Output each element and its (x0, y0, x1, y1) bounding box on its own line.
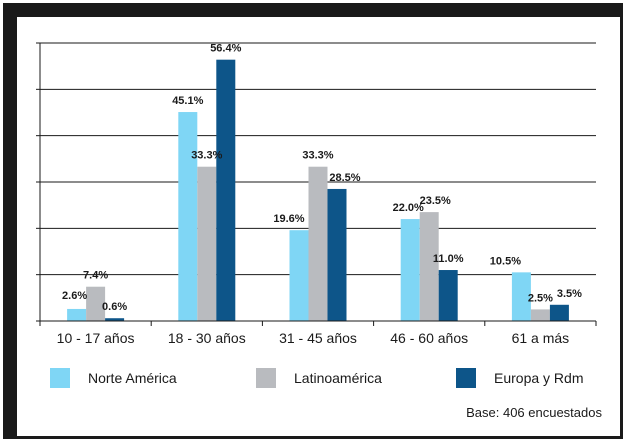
data-label: 22.0% (393, 202, 424, 214)
data-label: 23.5% (420, 195, 451, 207)
bar (178, 112, 198, 321)
x-tick-label: 10 - 17 años (57, 330, 135, 346)
data-label: 3.5% (557, 288, 582, 300)
bar (105, 318, 125, 321)
legend-label: Europa y Rdm (494, 370, 583, 386)
data-label: 7.4% (83, 270, 108, 282)
data-label: 2.6% (62, 290, 87, 302)
bar (327, 188, 347, 321)
data-label: 0.6% (102, 301, 127, 313)
bar (511, 272, 531, 321)
data-label: 19.6% (273, 213, 304, 225)
bar (86, 286, 106, 321)
x-tick-labels: 10 - 17 años 18 - 30 años 31 - 45 años 46 -… (57, 330, 570, 346)
data-label: 10.5% (490, 255, 521, 267)
bar (530, 309, 550, 321)
bar (308, 166, 328, 321)
legend: Norte América Latinoamérica Europa y Rdm (50, 368, 583, 388)
x-axis (39, 320, 597, 326)
bar (197, 166, 217, 321)
data-label: 33.3% (191, 150, 222, 162)
data-label: 2.5% (528, 292, 553, 304)
data-label: 28.5% (329, 172, 360, 184)
bars (67, 59, 569, 322)
data-label: 33.3% (302, 150, 333, 162)
legend-swatch (456, 368, 476, 388)
bar (438, 270, 458, 321)
bar (549, 304, 569, 321)
data-label: 45.1% (172, 95, 203, 107)
bar (216, 59, 236, 322)
base-note: Base: 406 encuestados (466, 405, 602, 420)
legend-label: Norte América (88, 370, 177, 386)
x-tick-label: 61 a más (512, 330, 570, 346)
x-tick-label: 46 - 60 años (390, 330, 468, 346)
x-tick-label: 18 - 30 años (168, 330, 246, 346)
chart-frame (3, 3, 623, 439)
data-labels: 2.6% 7.4% 0.6% 45.1% 33.3% 56.4% 19.6% 33.3% 28.… (62, 43, 582, 314)
bar (289, 230, 309, 321)
data-label: 56.4% (210, 43, 241, 55)
data-label: 11.0% (433, 253, 464, 265)
legend-swatch (50, 368, 70, 388)
bar (419, 212, 439, 321)
bar (67, 308, 87, 321)
bar (400, 219, 420, 321)
legend-swatch (256, 368, 276, 388)
legend-label: Latinoamérica (294, 370, 382, 386)
x-tick-label: 31 - 45 años (279, 330, 357, 346)
